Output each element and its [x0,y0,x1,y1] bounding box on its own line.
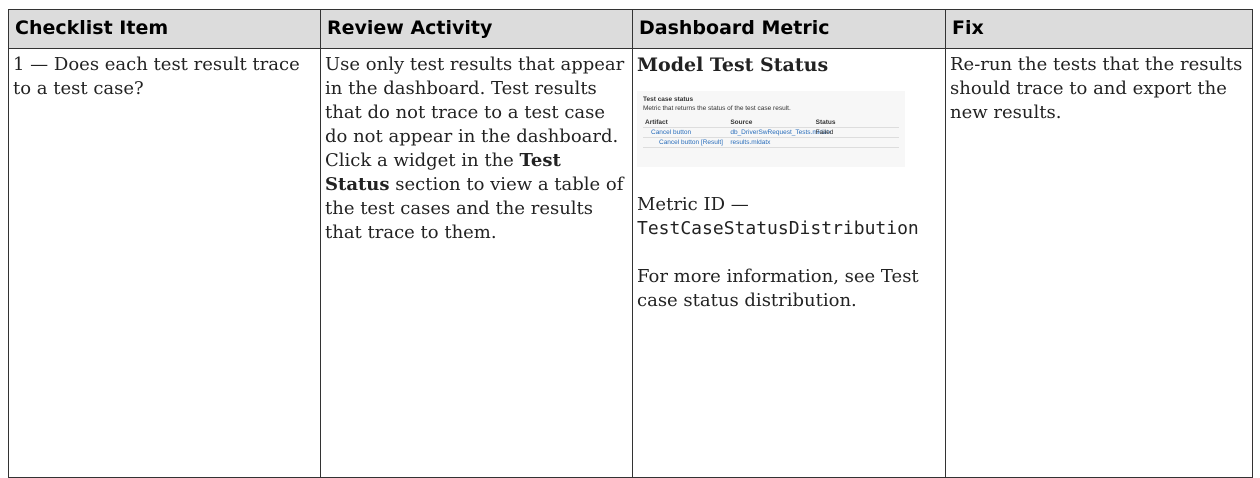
shot-cell: db_DriverSwRequest_Tests.mldatx [728,127,832,138]
shot-cell: Cancel button [643,127,729,138]
shot-description: Metric that returns the status of the te… [643,105,791,112]
body-row: 1 — Does each test result trace to a tes… [8,48,1253,478]
shot-cell: results.mldatx [728,137,814,148]
shot-cell: Failed [813,127,899,138]
text: Use only test results that appear in the… [325,54,625,171]
bold-text: Test Status [325,150,561,195]
review-activity: Use only test results that appear in the… [320,48,633,478]
metric-id: TestCaseStatusDistribution [637,218,919,239]
dashboard-metric: Model Test Status Test case status Metri… [632,48,946,478]
shot-cell: Cancel button [Result] [643,137,729,148]
checklist-item: 1 — Does each test result trace to a tes… [8,48,321,478]
header-row: Checklist Item Review Activity Dashboard… [8,9,1253,49]
text: section to view a table of the test case… [325,174,624,243]
page: {"table": { "headers": ["Checklist Item"… [8,9,1253,478]
shot-table: Artifact Source Status Cancel button db_Dri… [643,118,899,148]
metric-label: Metric ID — [637,194,749,215]
shot-header: Status [813,118,899,128]
metric-screenshot: Test case status Metric that returns the… [637,91,905,167]
more-info: For more information, see Test case stat… [637,266,919,311]
shot-title: Test case status [643,96,694,103]
header-cell: Review Activity [320,9,633,49]
fix: Re-run the tests that the results should… [945,48,1253,478]
metric-heading: Model Test Status [637,54,829,76]
checklist-table: Checklist Item Review Activity Dashboard… [8,9,1253,478]
header-cell: Fix [945,9,1253,49]
shot-header: Artifact [643,118,729,128]
shot-cell [813,137,899,148]
header-cell: Checklist Item [8,9,321,49]
shot-header: Source [728,118,814,128]
header-cell: Dashboard Metric [632,9,946,49]
body: Checklist Item Review Activity Dashboard… [8,9,1253,478]
